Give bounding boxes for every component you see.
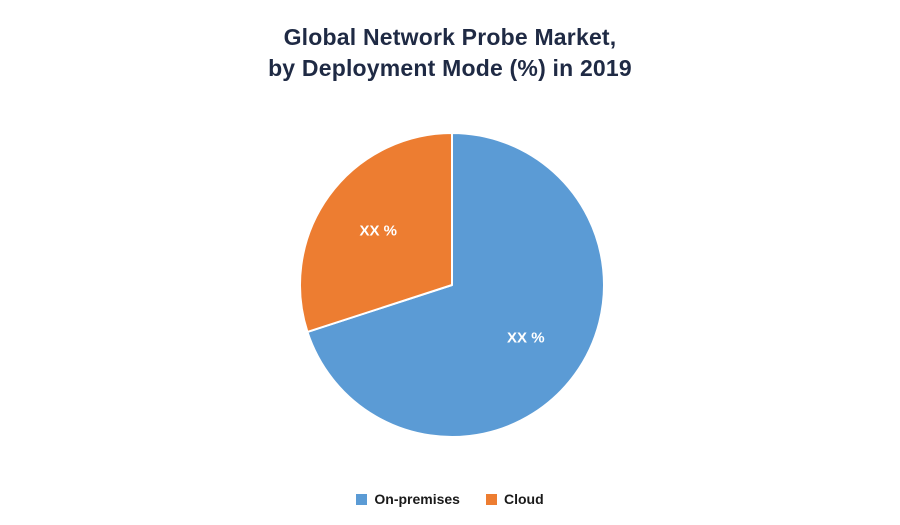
legend-item-cloud: Cloud <box>485 491 544 507</box>
legend-label-on-premises: On-premises <box>374 491 460 507</box>
pie-chart-area: XX % XX % <box>290 123 614 447</box>
slice-value-label-cloud: XX % <box>359 222 397 239</box>
pie-chart: XX % XX % <box>299 132 605 438</box>
pie-slice-on-premises <box>306 132 605 438</box>
legend: On-premises Cloud <box>0 491 900 507</box>
pie-slice-cloud <box>299 132 453 333</box>
chart-title: Global Network Probe Market, by Deployme… <box>0 22 900 84</box>
legend-swatch-cloud <box>485 493 497 505</box>
legend-item-on-premises: On-premises <box>356 491 460 507</box>
chart-title-line1: Global Network Probe Market, <box>283 24 617 50</box>
legend-label-cloud: Cloud <box>503 491 544 507</box>
legend-swatch-on-premises <box>356 493 368 505</box>
chart-title-line2: by Deployment Mode (%) in 2019 <box>268 55 632 82</box>
slice-value-label-on-premises: XX % <box>507 330 545 347</box>
